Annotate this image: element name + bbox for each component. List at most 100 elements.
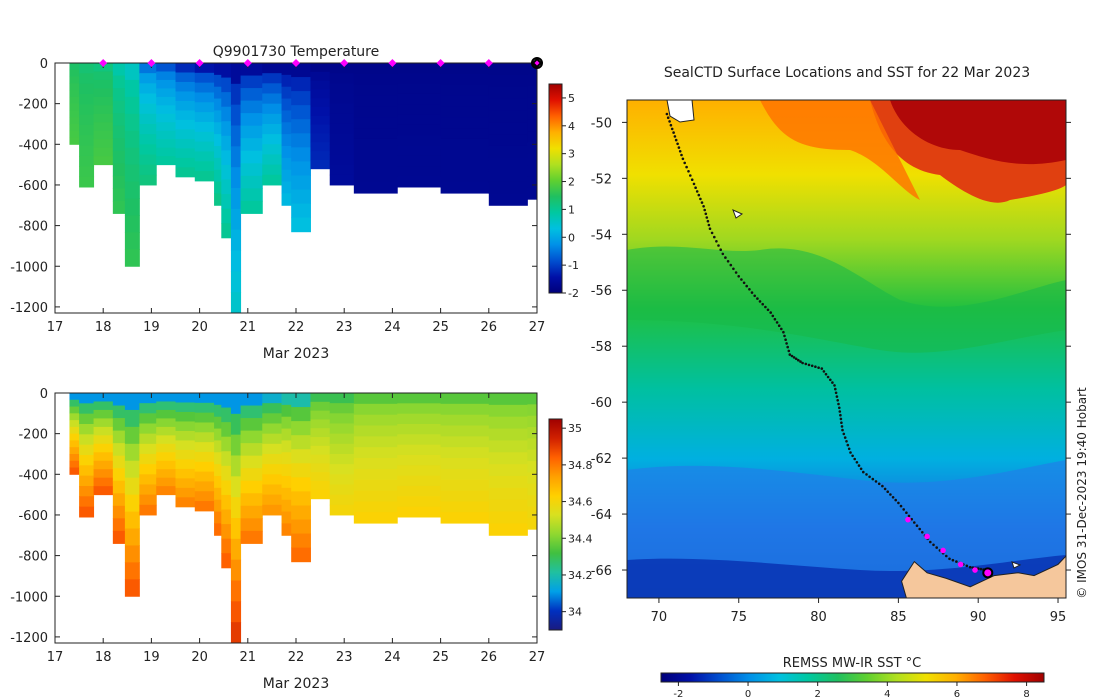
profile-cell [281, 98, 292, 111]
profile-cell [488, 98, 528, 111]
colorbar-tick-label: 34.6 [568, 496, 593, 509]
profile-cell [329, 393, 355, 404]
profile-cell [353, 73, 398, 86]
profile-cell [221, 480, 232, 496]
x-tick-label: 26 [481, 320, 498, 335]
salinity-plot-area [55, 393, 537, 643]
profile-cell [240, 188, 263, 202]
x-tick-label: 17 [47, 650, 64, 665]
profile-column [194, 63, 215, 182]
profile-cell [440, 414, 490, 427]
profile-cell [221, 465, 232, 481]
profile-cell [124, 63, 140, 81]
profile-cell [488, 145, 528, 159]
profile-cell [240, 163, 263, 177]
profile-cell [175, 497, 196, 508]
profile-cell [291, 175, 311, 191]
profile-cell [240, 100, 263, 114]
profile-cell [329, 134, 355, 145]
profile-marker [388, 59, 397, 67]
profile-cell [440, 84, 490, 97]
profile-cell [194, 151, 215, 162]
y-tick-label: -58 [591, 340, 612, 355]
track-point [673, 135, 677, 138]
profile-cell [112, 393, 126, 407]
profile-cell [214, 475, 222, 489]
profile-cell [281, 110, 292, 123]
track-point [929, 540, 932, 544]
profile-cell [488, 110, 528, 123]
profile-column [527, 63, 537, 200]
profile-cell [93, 401, 114, 411]
profile-cell [281, 193, 292, 206]
profile-cell [310, 445, 331, 456]
track-point [702, 205, 705, 208]
track-point [907, 514, 911, 518]
profile-column [221, 393, 232, 569]
profile-column [440, 393, 490, 524]
profile-column [214, 63, 222, 206]
profile-cell [488, 157, 528, 171]
profile-cell [310, 419, 331, 429]
profile-cell [112, 138, 126, 152]
profile-cell [156, 452, 176, 462]
profile-cell [230, 208, 242, 231]
profile-cell [69, 69, 80, 78]
profile-cell [230, 250, 242, 272]
profile-cell [527, 506, 537, 519]
profile-cell [527, 517, 537, 530]
profile-column [291, 393, 311, 563]
profile-cell [440, 458, 490, 470]
profile-cell [139, 103, 157, 115]
track-point [804, 362, 808, 366]
salinity-colorbar-ticks: 35 34.8 34.6 34.4 34.2 34 [562, 422, 593, 619]
profile-cell [112, 405, 126, 419]
profile-cell [69, 426, 80, 435]
y-tick-label: -66 [591, 564, 612, 579]
profile-cell [291, 477, 311, 492]
track-point [865, 473, 868, 476]
profile-cell [112, 113, 126, 127]
profile-cell [156, 477, 176, 487]
track-point [913, 521, 916, 524]
colorbar-tick-label: 3 [568, 148, 575, 161]
profile-cell [79, 124, 95, 136]
track-point [787, 349, 791, 353]
profile-cell [281, 499, 292, 513]
profile-cell [281, 511, 292, 524]
profile-cell [69, 96, 80, 105]
x-tick-label: 21 [240, 320, 257, 335]
profile-cell [124, 579, 140, 597]
profile-cell [527, 165, 537, 177]
profile-cell [281, 86, 292, 100]
profile-cell [527, 63, 537, 75]
track-point [726, 260, 730, 263]
track-point [910, 517, 913, 521]
profile-column [124, 393, 140, 597]
profile-cell [175, 148, 196, 159]
profile-cell [69, 399, 80, 408]
track-point [790, 354, 794, 358]
profile-cell [124, 164, 140, 183]
track-point [734, 271, 738, 274]
profile-cell [230, 538, 242, 561]
profile-cell [69, 420, 80, 428]
profile-cell [139, 484, 157, 496]
profile-cell [93, 88, 114, 98]
y-tick-label: -200 [18, 428, 48, 443]
track-point [756, 297, 759, 300]
profile-cell [281, 169, 292, 183]
track-point [801, 361, 804, 365]
profile-cell [488, 428, 528, 441]
profile-cell [440, 117, 490, 129]
profile-cell [262, 123, 283, 135]
profile-cell [240, 443, 263, 457]
profile-cell [281, 74, 292, 88]
profile-cell [69, 137, 80, 145]
profile-cell [112, 175, 126, 189]
profile-cell [262, 474, 283, 485]
profile-cell [527, 108, 537, 121]
profile-cell [139, 403, 157, 414]
profile-cell [214, 110, 222, 123]
temperature-colorbar [548, 83, 563, 294]
